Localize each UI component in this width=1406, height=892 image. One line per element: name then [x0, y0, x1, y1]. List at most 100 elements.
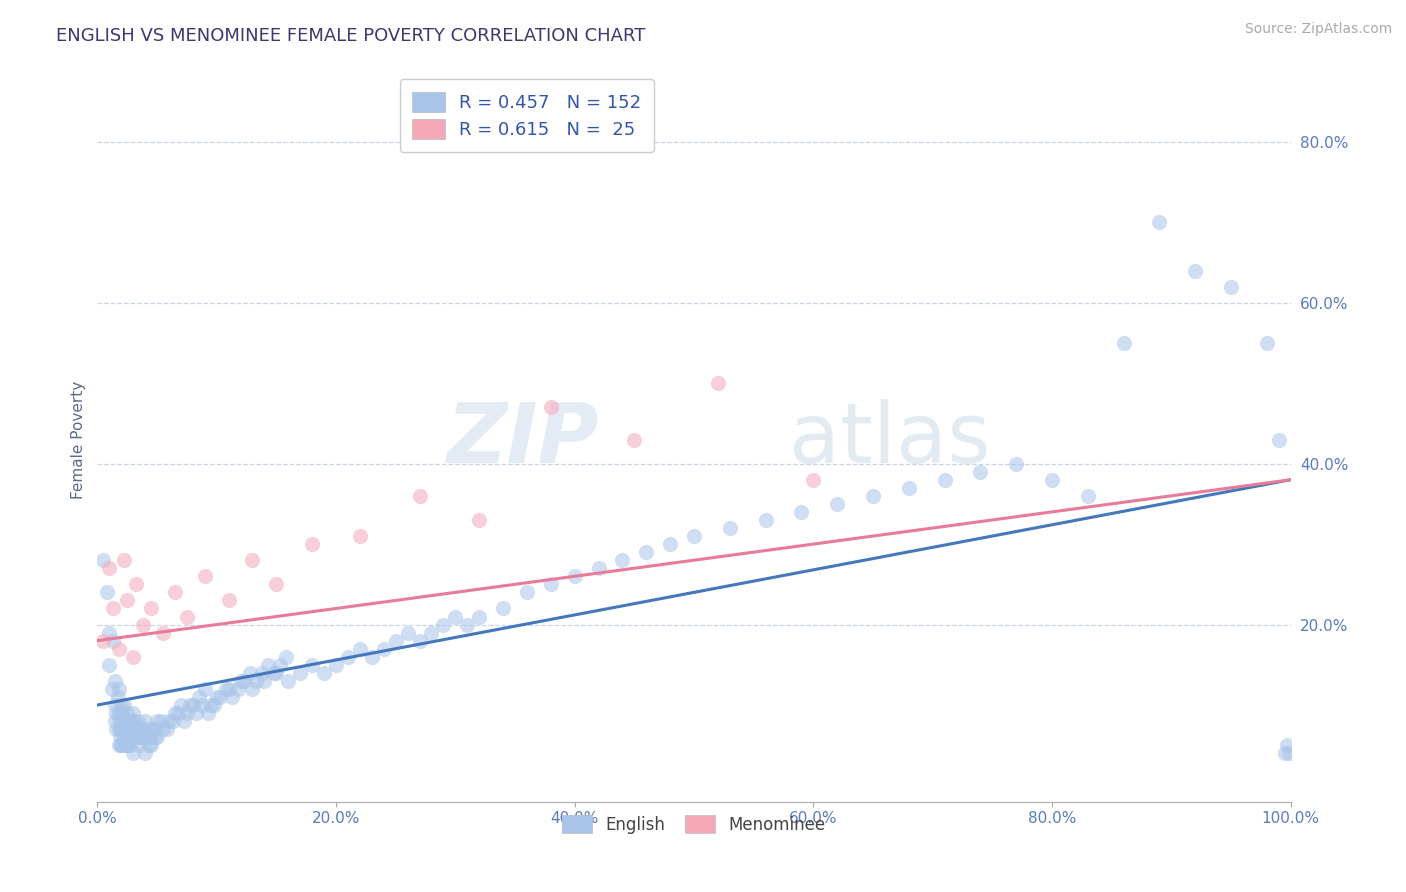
Point [516, 585, 538, 599]
Point [659, 537, 682, 551]
Point [118, 722, 141, 736]
Point [197, 706, 219, 720]
Point [124, 722, 146, 736]
Point [384, 633, 406, 648]
Point [117, 730, 139, 744]
Point [432, 617, 454, 632]
Point [101, 601, 124, 615]
Point [257, 657, 280, 672]
Point [117, 714, 139, 728]
Point [118, 738, 141, 752]
Point [274, 649, 297, 664]
Point [136, 722, 159, 736]
Point [540, 401, 562, 415]
Point [408, 489, 430, 503]
Point [162, 714, 184, 728]
Point [96, 585, 118, 599]
Point [1077, 489, 1099, 503]
Point [176, 706, 198, 720]
Point [138, 738, 160, 752]
Point [969, 465, 991, 479]
Text: ENGLISH VS MENOMINEE FEMALE POVERTY CORRELATION CHART: ENGLISH VS MENOMINEE FEMALE POVERTY CORR… [56, 27, 645, 45]
Point [1184, 263, 1206, 277]
Text: ZIP: ZIP [446, 399, 599, 480]
Point [221, 690, 243, 704]
Point [124, 714, 146, 728]
Point [269, 657, 291, 672]
Point [186, 706, 208, 720]
Point [115, 738, 138, 752]
Point [104, 714, 127, 728]
Point [540, 577, 562, 591]
Point [125, 730, 148, 744]
Point [349, 529, 371, 543]
Point [104, 673, 127, 688]
Point [1040, 473, 1063, 487]
Point [146, 730, 169, 744]
Point [215, 681, 238, 696]
Point [110, 722, 132, 736]
Point [129, 730, 152, 744]
Point [253, 673, 276, 688]
Point [239, 665, 262, 680]
Point [588, 561, 610, 575]
Legend: English, Menominee: English, Menominee [553, 805, 835, 844]
Point [373, 641, 395, 656]
Point [115, 738, 138, 752]
Point [114, 722, 136, 736]
Point [115, 738, 138, 752]
Point [115, 706, 138, 720]
Point [250, 665, 273, 680]
Point [112, 722, 135, 736]
Point [229, 673, 252, 688]
Point [1149, 215, 1171, 229]
Point [1219, 279, 1241, 293]
Point [336, 649, 359, 664]
Point [120, 730, 142, 744]
Point [396, 625, 419, 640]
Point [131, 730, 153, 744]
Point [1112, 335, 1135, 350]
Point [468, 609, 491, 624]
Point [191, 698, 214, 712]
Point [157, 714, 180, 728]
Point [707, 376, 730, 391]
Point [266, 577, 288, 591]
Point [115, 714, 138, 728]
Point [152, 625, 174, 640]
Point [108, 738, 131, 752]
Point [636, 545, 658, 559]
Point [98, 625, 121, 640]
Point [131, 617, 153, 632]
Point [200, 698, 222, 712]
Point [108, 706, 131, 720]
Point [121, 722, 143, 736]
Point [176, 609, 198, 624]
Point [108, 722, 131, 736]
Point [143, 722, 166, 736]
Point [163, 585, 186, 599]
Point [202, 698, 225, 712]
Point [209, 690, 232, 704]
Point [131, 730, 153, 744]
Point [456, 617, 478, 632]
Point [187, 690, 209, 704]
Point [120, 730, 142, 744]
Point [128, 722, 150, 736]
Point [115, 593, 138, 607]
Point [825, 497, 848, 511]
Point [134, 714, 156, 728]
Point [194, 569, 217, 583]
Point [790, 505, 813, 519]
Point [112, 698, 135, 712]
Point [114, 730, 136, 744]
Point [105, 722, 128, 736]
Point [104, 698, 127, 712]
Point [1256, 335, 1278, 350]
Point [141, 722, 163, 736]
Point [897, 481, 920, 495]
Point [110, 738, 132, 752]
Point [623, 433, 645, 447]
Point [1278, 747, 1301, 761]
Point [131, 722, 153, 736]
